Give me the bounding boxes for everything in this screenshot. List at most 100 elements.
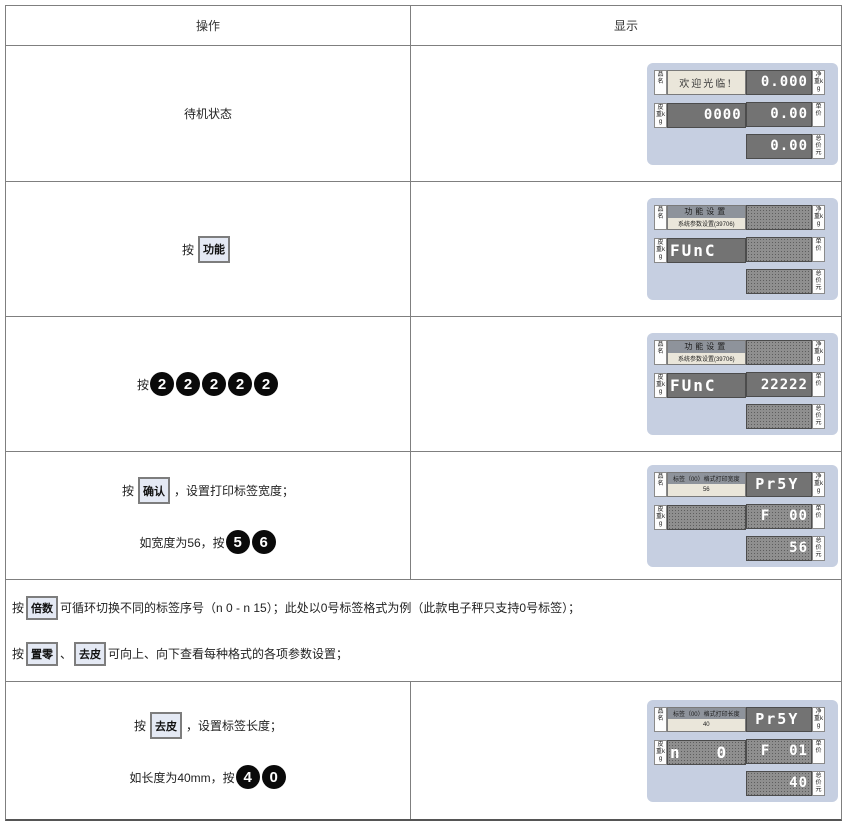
width-example-text: 如宽度为56，按 — [139, 535, 225, 550]
net-weight-label: 净重kg — [812, 471, 825, 497]
row-note: 按倍数 可循环切换不同的标签序号（n 0 - n 15）；此处以0号标签格式为例（… — [6, 580, 841, 682]
unit-price-led: F 00 — [745, 503, 812, 529]
tare-weight-led — [667, 504, 746, 530]
standby-label: 待机状态 — [183, 107, 232, 121]
tare-weight-led: n 0 — [667, 739, 746, 765]
operation-cell: 按去皮 ，设置标签长度； 如长度为40mm，按 4 0 — [6, 682, 411, 819]
press-label: 按 — [136, 377, 149, 392]
panel-left-column: 品名 功能设置 系统参数设置(39706) 皮重kg FUnC — [654, 205, 746, 294]
note-text-1: 可循环切换不同的标签序号（n 0 - n 15）；此处以0号标签格式为例（此款电… — [60, 601, 581, 615]
tare-weight-display: 皮重kg 0000 — [654, 102, 746, 128]
product-name-label: 品名 — [654, 340, 667, 365]
panel-right-column: 0.000 净重kg 0.00 单价 0.00 总价元 — [745, 69, 825, 159]
net-weight-label: 净重kg — [812, 340, 825, 365]
total-price-label: 总价元 — [812, 535, 825, 561]
header-display-cell: 显示 — [411, 6, 841, 45]
product-name-label: 品名 — [654, 706, 667, 732]
panel-left-column: 品名 功能设置 系统参数设置(39706) 皮重kg FUnC — [654, 340, 746, 429]
note-line-2: 按置零、去皮 可向上、向下查看每种格式的各项参数设置； — [12, 641, 831, 666]
product-name-label: 品名 — [654, 205, 667, 230]
tare-weight-label: 皮重kg — [654, 238, 667, 263]
lcd-screen: 功能设置 系统参数设置(39706) — [667, 205, 746, 230]
operation-cell: 按功能 — [6, 182, 411, 316]
numpad-key-0: 0 — [261, 765, 286, 789]
product-name-display: 品名 欢迎光临! — [654, 69, 746, 95]
panel-left-column: 品名 标签（00）格式打印长度 40 皮重kg n 0 — [654, 706, 746, 796]
total-price-led: 56 — [745, 535, 812, 561]
unit-price-led — [745, 237, 812, 262]
table-header-row: 操作 显示 — [6, 6, 841, 46]
note-line-1: 按倍数 可循环切换不同的标签序号（n 0 - n 15）；此处以0号标签格式为例（… — [12, 595, 831, 620]
panel-left-column: 品名 标签（00）格式打印宽度 56 皮重kg — [654, 471, 746, 561]
lcd-line2: 系统参数设置(39706) — [668, 217, 745, 229]
unit-price-display: F 01 单价 — [745, 738, 825, 764]
scale-display-panel-func: 品名 功能设置 系统参数设置(39706) 皮重kg FUnC 净重k — [647, 198, 838, 300]
total-price-label: 总价元 — [812, 269, 825, 294]
lcd-line2: 系统参数设置(39706) — [668, 352, 745, 364]
display-cell: 品名 标签（00）格式打印长度 40 皮重kg n 0 Pr5Y 净 — [411, 682, 841, 819]
tare-weight-led: 0000 — [667, 102, 746, 128]
lcd-screen: 功能设置 系统参数设置(39706) — [667, 340, 746, 365]
operation-line-2: 如宽度为56，按 5 6 — [139, 530, 276, 554]
lcd-line1: 功能设置 — [668, 341, 745, 353]
lcd-line2: 40 — [668, 719, 745, 731]
function-button: 功能 — [198, 235, 230, 263]
operation-line-2: 如长度为40mm，按 4 0 — [129, 765, 286, 789]
numpad-key-2: 2 — [228, 372, 252, 396]
unit-price-label: 单价 — [812, 503, 825, 529]
numpad-key-2: 2 — [202, 372, 226, 396]
unit-price-label: 单价 — [812, 372, 825, 397]
scale-display-panel-length: 品名 标签（00）格式打印长度 40 皮重kg n 0 Pr5Y 净 — [647, 699, 838, 802]
row-standby: 待机状态 品名 欢迎光临! 皮重kg 0000 0.000 — [6, 46, 841, 182]
net-weight-led — [745, 205, 812, 230]
row-press-func: 按功能 品名 功能设置 系统参数设置(39706) 皮重kg FUnC — [6, 182, 841, 317]
total-price-label: 总价元 — [812, 404, 825, 429]
numpad-key-2: 2 — [254, 372, 278, 396]
length-example-text: 如长度为40mm，按 — [129, 770, 235, 785]
net-weight-led — [745, 340, 812, 365]
panel-left-column: 品名 欢迎光临! 皮重kg 0000 — [654, 69, 746, 159]
product-name-display: 品名 功能设置 系统参数设置(39706) — [654, 205, 746, 230]
operation-cell: 待机状态 — [6, 46, 411, 181]
unit-price-label: 单价 — [812, 101, 825, 127]
header-operation-cell: 操作 — [6, 6, 411, 45]
tare-weight-display: 皮重kg FUnC — [654, 373, 746, 398]
panel-right-column: Pr5Y 净重kg F 01 单价 40 总价元 — [745, 706, 825, 796]
total-price-led — [745, 404, 812, 429]
tare-button: 去皮 — [150, 712, 182, 739]
product-name-label: 品名 — [654, 69, 667, 95]
operation-cell: 按确认 ，设置打印标签宽度； 如宽度为56，按 5 6 — [6, 452, 411, 579]
unit-price-label: 单价 — [812, 738, 825, 764]
tare-weight-display: 皮重kg — [654, 504, 746, 530]
unit-price-led: 0.00 — [745, 101, 812, 127]
lcd-screen: 标签（00）格式打印长度 40 — [667, 706, 746, 732]
unit-price-display: 单价 — [745, 237, 825, 262]
press-label: 按 — [12, 601, 25, 615]
total-price-display: 0.00 总价元 — [745, 133, 825, 159]
net-weight-led: 0.000 — [745, 69, 812, 95]
product-name-display: 品名 标签（00）格式打印长度 40 — [654, 706, 746, 732]
set-length-text: ，设置标签长度； — [186, 719, 283, 733]
total-price-led — [745, 269, 812, 294]
net-weight-led: Pr5Y — [745, 471, 812, 497]
total-price-display: 56 总价元 — [745, 535, 825, 561]
display-cell: 品名 功能设置 系统参数设置(39706) 皮重kg FUnC 净重k — [411, 182, 841, 316]
note-text-2: 可向上、向下查看每种格式的各项参数设置； — [108, 647, 349, 661]
tare-weight-label: 皮重kg — [654, 102, 667, 128]
operation-line-1: 按确认 ，设置打印标签宽度； — [122, 477, 294, 504]
tare-weight-label: 皮重kg — [654, 373, 667, 398]
net-weight-label: 净重kg — [812, 706, 825, 732]
total-price-label: 总价元 — [812, 770, 825, 796]
lcd-line2: 56 — [668, 484, 745, 496]
unit-price-display: 0.00 单价 — [745, 101, 825, 127]
scale-display-panel-func2: 品名 功能设置 系统参数设置(39706) 皮重kg FUnC 净重k — [647, 333, 838, 435]
tare-button: 去皮 — [74, 641, 107, 666]
net-weight-label: 净重kg — [812, 205, 825, 230]
header-display-label: 显示 — [613, 19, 638, 33]
net-weight-led: Pr5Y — [745, 706, 812, 732]
total-price-led: 0.00 — [745, 133, 812, 159]
display-cell: 品名 欢迎光临! 皮重kg 0000 0.000 净重kg 0.00 — [411, 46, 841, 181]
